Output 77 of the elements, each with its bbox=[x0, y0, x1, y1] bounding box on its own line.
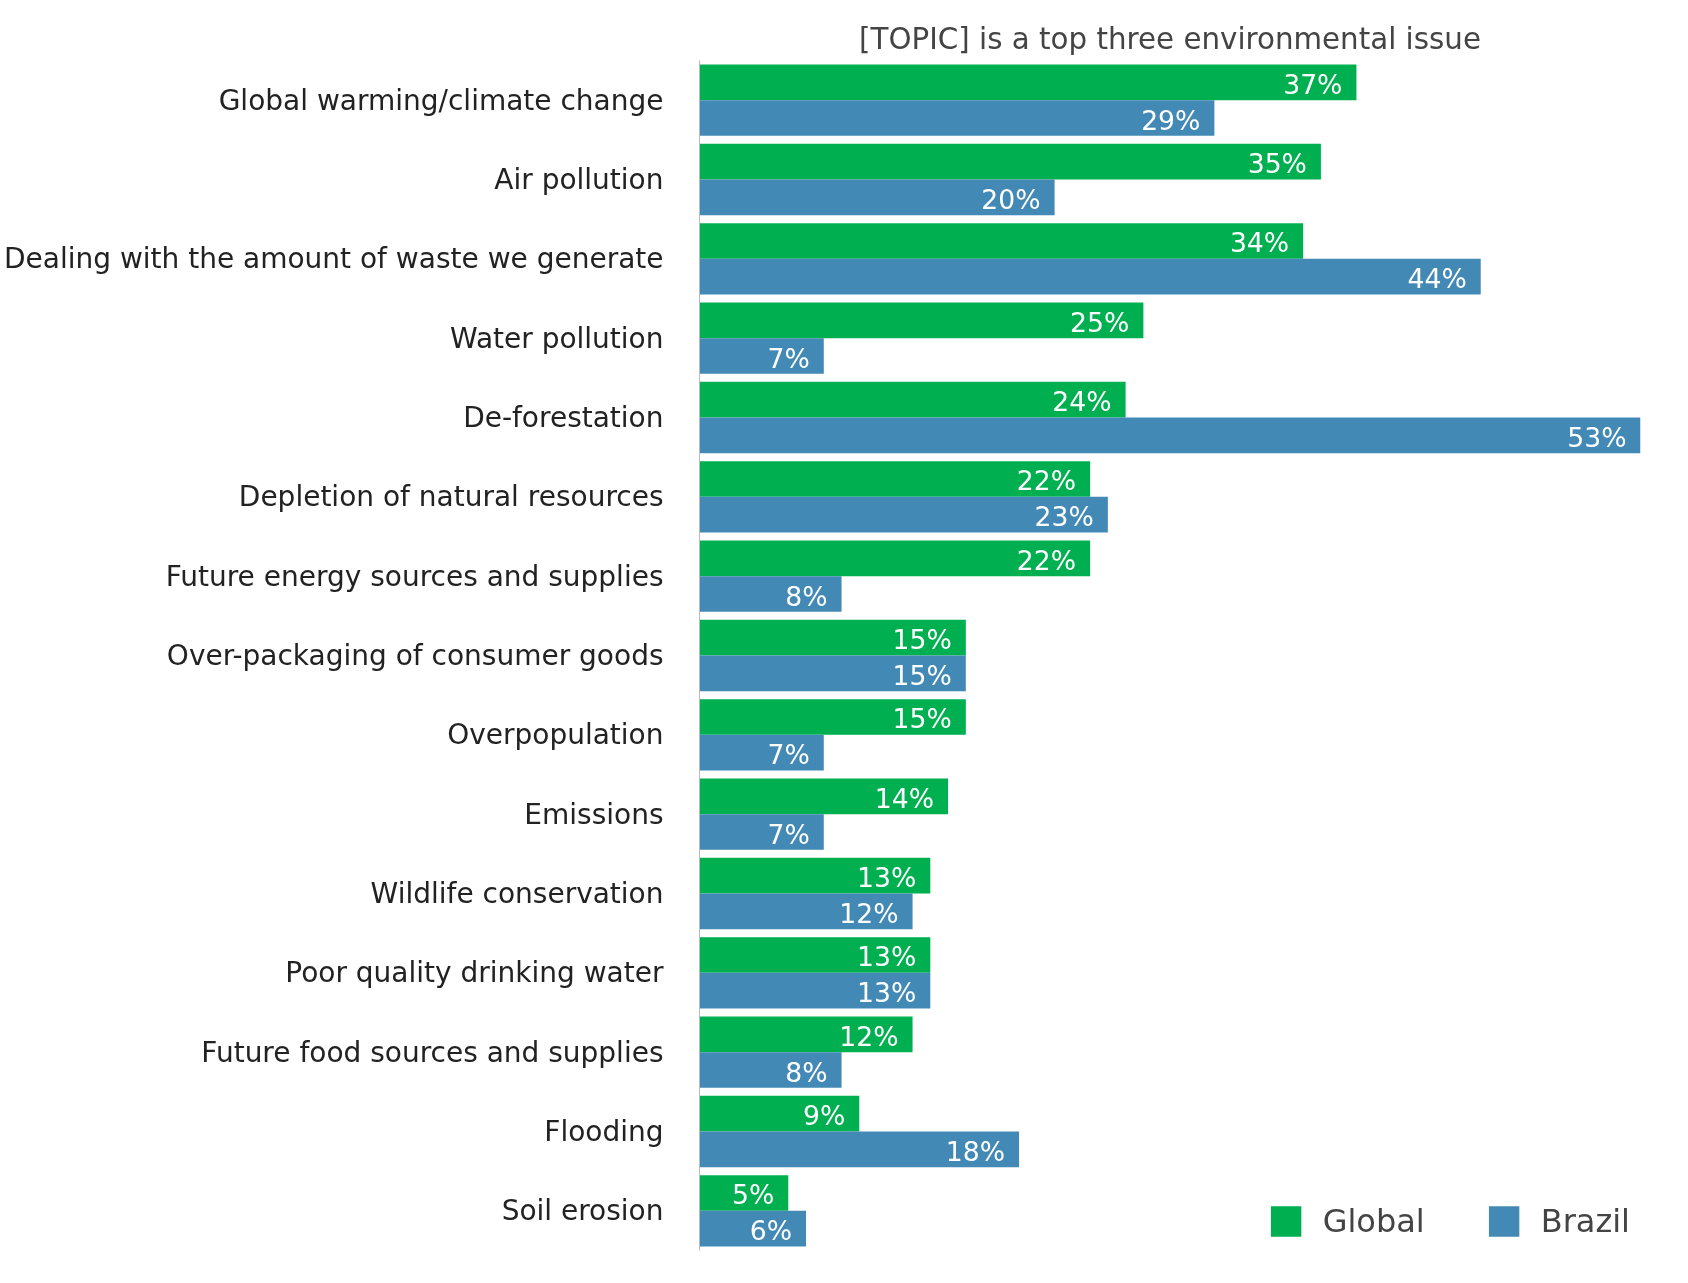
y-tick-label: Future food sources and supplies bbox=[201, 1035, 664, 1069]
y-tick-label: Future energy sources and supplies bbox=[165, 559, 664, 593]
data-label: 12% bbox=[839, 897, 899, 929]
y-tick-label: Water pollution bbox=[449, 321, 664, 355]
legend-label: Brazil bbox=[1540, 1202, 1630, 1240]
bar bbox=[699, 223, 1304, 259]
data-label: 7% bbox=[767, 342, 810, 374]
y-tick-label: Wildlife conservation bbox=[370, 877, 664, 910]
bar bbox=[699, 1131, 1020, 1168]
bar bbox=[699, 734, 824, 771]
data-label: 23% bbox=[1034, 501, 1094, 533]
bar bbox=[699, 381, 1126, 418]
bar bbox=[699, 1095, 860, 1132]
y-tick-label: Air pollution bbox=[494, 163, 664, 196]
bar bbox=[699, 699, 966, 735]
data-label: 15% bbox=[892, 703, 952, 735]
y-tick-label: Depletion of natural resources bbox=[238, 480, 664, 514]
data-label: 7% bbox=[767, 818, 810, 850]
bar bbox=[699, 302, 1144, 339]
data-label: 13% bbox=[857, 862, 917, 894]
y-tick-label: Flooding bbox=[544, 1115, 664, 1148]
bar bbox=[699, 937, 931, 973]
data-label: 18% bbox=[945, 1135, 1006, 1167]
bar bbox=[699, 496, 1108, 533]
data-label: 9% bbox=[803, 1100, 846, 1132]
data-label: 15% bbox=[892, 624, 952, 656]
data-label: 13% bbox=[857, 977, 917, 1009]
y-tick-label: De-forestation bbox=[463, 401, 664, 434]
bar bbox=[699, 1052, 842, 1088]
data-label: 22% bbox=[1016, 465, 1077, 497]
data-label: 24% bbox=[1052, 386, 1112, 418]
bar bbox=[699, 1210, 807, 1247]
bar bbox=[699, 576, 842, 612]
data-label: 5% bbox=[731, 1179, 775, 1211]
data-label: 12% bbox=[839, 1020, 899, 1052]
data-label: 29% bbox=[1141, 104, 1201, 136]
y-tick-label: Emissions bbox=[524, 797, 664, 831]
data-label: 20% bbox=[981, 183, 1041, 215]
bar bbox=[699, 1016, 913, 1053]
data-label: 7% bbox=[767, 739, 810, 771]
bar bbox=[699, 619, 966, 656]
bar bbox=[699, 972, 931, 1009]
data-label: 53% bbox=[1567, 421, 1627, 453]
bar bbox=[699, 179, 1055, 216]
bar bbox=[699, 461, 1091, 497]
chart-title: [TOPIC] is a top three environmental issue bbox=[859, 21, 1481, 56]
data-label: 13% bbox=[857, 941, 917, 973]
bar bbox=[699, 857, 931, 894]
bar bbox=[699, 417, 1641, 454]
data-label: 6% bbox=[749, 1215, 793, 1247]
data-label: 14% bbox=[874, 782, 935, 814]
bar bbox=[699, 814, 824, 850]
y-tick-label: Over-packaging of consumer goods bbox=[166, 639, 664, 672]
legend-label: Global bbox=[1322, 1202, 1425, 1240]
bar bbox=[699, 655, 966, 692]
bar bbox=[699, 143, 1321, 180]
bar bbox=[699, 893, 913, 930]
data-label: 35% bbox=[1247, 148, 1307, 180]
y-tick-label: Global warming/climate change bbox=[218, 83, 664, 117]
data-label: 8% bbox=[785, 1056, 828, 1088]
y-tick-label: Dealing with the amount of waste we generate bbox=[3, 242, 664, 276]
bar bbox=[699, 258, 1481, 295]
data-label: 8% bbox=[785, 580, 828, 612]
data-label: 25% bbox=[1070, 306, 1130, 338]
data-label: 22% bbox=[1016, 544, 1077, 576]
data-label: 44% bbox=[1407, 263, 1467, 295]
bar bbox=[699, 64, 1357, 101]
y-tick-label: Soil erosion bbox=[501, 1194, 664, 1228]
data-label: 34% bbox=[1229, 227, 1290, 259]
bar bbox=[699, 338, 824, 374]
data-label: 15% bbox=[892, 659, 952, 691]
bar bbox=[699, 540, 1091, 577]
data-label: 37% bbox=[1283, 68, 1343, 100]
y-tick-label: Overpopulation bbox=[447, 718, 664, 752]
y-tick-label: Poor quality drinking water bbox=[285, 956, 664, 990]
bar bbox=[699, 100, 1215, 136]
bar bbox=[699, 778, 949, 815]
